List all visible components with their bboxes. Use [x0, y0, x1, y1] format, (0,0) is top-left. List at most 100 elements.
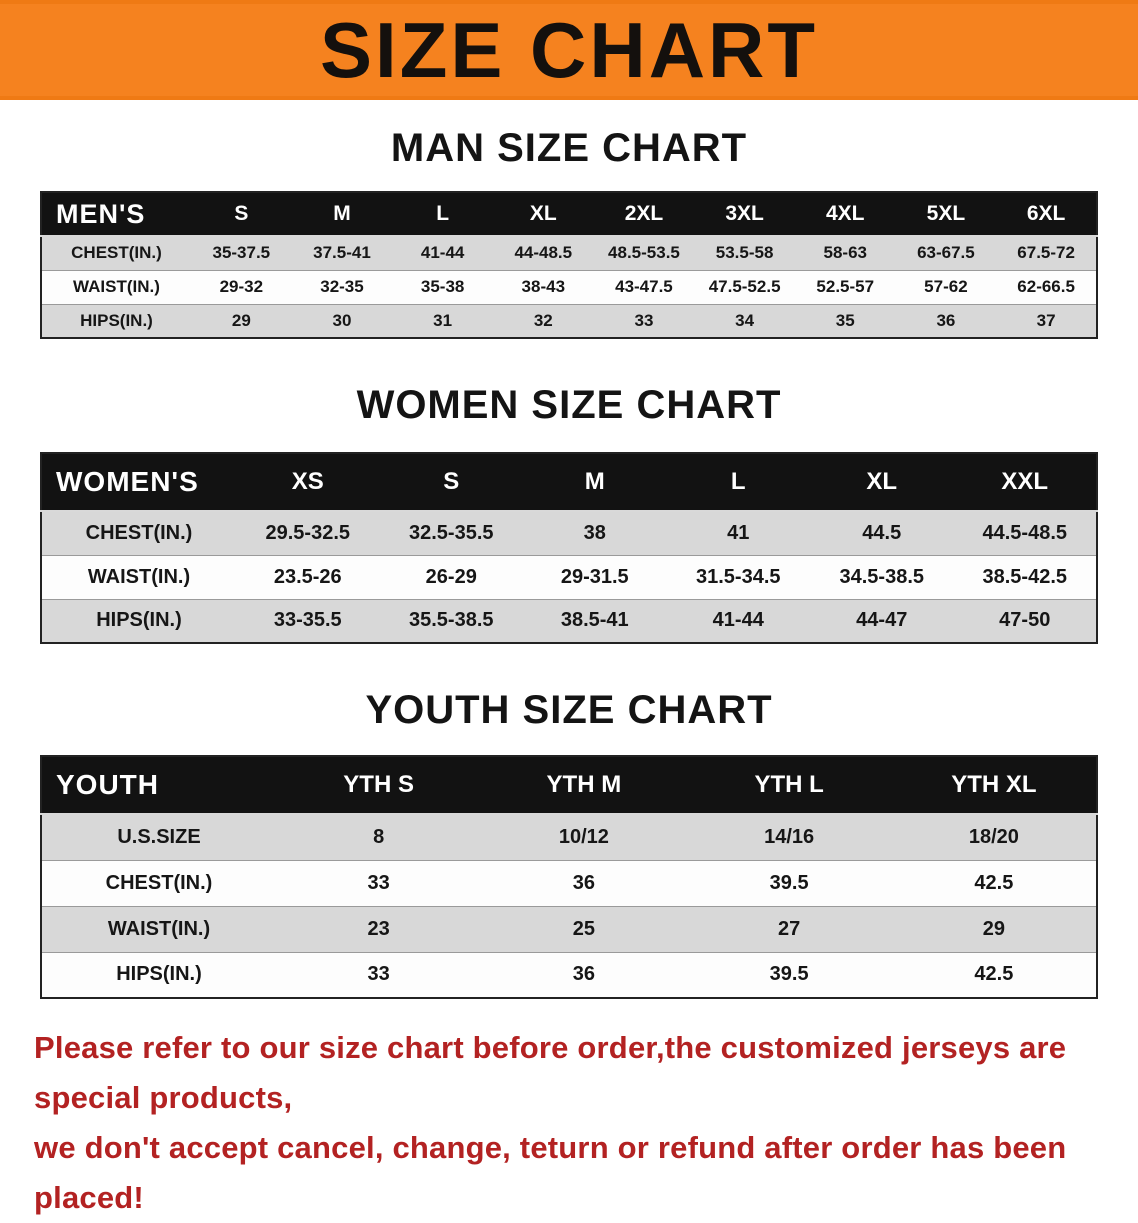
size-value-cell: 57-62	[895, 269, 997, 304]
women-size-section: WOMEN SIZE CHART WOMEN'S XS S M L XL XXL CHEST(…	[0, 383, 1138, 644]
size-value-cell: 32.5-35.5	[379, 510, 523, 555]
size-value-cell: 35-38	[392, 269, 493, 304]
size-column-header: M	[523, 453, 667, 512]
size-value-cell: 32	[492, 303, 594, 338]
size-value-cell: 31.5-34.5	[666, 554, 810, 599]
table-row: CHEST(IN.) 33 36 39.5 42.5	[41, 859, 1097, 906]
size-value-cell: 41-44	[666, 598, 810, 643]
men-size-table: MEN'S S M L XL 2XL 3XL 4XL 5XL 6XL CHEST(IN.) 35-37…	[40, 191, 1098, 339]
size-value-cell: 43-47.5	[593, 269, 695, 304]
size-value-cell: 18/20	[891, 813, 1097, 860]
size-value-cell: 10/12	[481, 813, 687, 860]
table-header-row: WOMEN'S XS S M L XL XXL	[41, 453, 1097, 512]
size-value-cell: 30	[291, 303, 393, 338]
size-column-header: XL	[810, 453, 954, 512]
youth-size-section: YOUTH SIZE CHART YOUTH YTH S YTH M YTH L YTH…	[0, 688, 1138, 999]
youth-section-heading: YOUTH SIZE CHART	[365, 688, 773, 732]
table-row: WAIST(IN.) 23 25 27 29	[41, 905, 1097, 952]
size-column-header: S	[379, 453, 523, 512]
women-section-heading: WOMEN SIZE CHART	[356, 383, 782, 427]
size-column-header: 3XL	[694, 192, 795, 237]
table-header-row: MEN'S S M L XL 2XL 3XL 4XL 5XL 6XL	[41, 192, 1097, 237]
size-value-cell: 47-50	[953, 598, 1097, 643]
women-size-table: WOMEN'S XS S M L XL XXL CHEST(IN.) 29.5-32.5 32.5…	[40, 452, 1098, 644]
size-value-cell: 44.5-48.5	[953, 510, 1097, 555]
size-value-cell: 52.5-57	[794, 269, 896, 304]
size-value-cell: 27	[686, 905, 892, 952]
size-value-cell: 63-67.5	[895, 235, 997, 270]
table-row: HIPS(IN.) 33-35.5 35.5-38.5 38.5-41 41-44 44-…	[41, 598, 1097, 643]
size-value-cell: 41	[666, 510, 810, 555]
size-column-header: L	[392, 192, 493, 237]
size-value-cell: 67.5-72	[996, 235, 1097, 270]
table-header-row: YOUTH YTH S YTH M YTH L YTH XL	[41, 756, 1097, 815]
size-value-cell: 33	[593, 303, 695, 338]
youth-size-table: YOUTH YTH S YTH M YTH L YTH XL U.S.SIZE 8 10/12…	[40, 755, 1098, 999]
size-value-cell: 44-47	[810, 598, 954, 643]
size-value-cell: 32-35	[291, 269, 393, 304]
size-value-cell: 33	[276, 859, 482, 906]
size-value-cell: 34	[694, 303, 795, 338]
page-title: SIZE CHART	[320, 6, 818, 94]
size-value-cell: 36	[895, 303, 997, 338]
size-column-header: 5XL	[895, 192, 997, 237]
size-column-header: 4XL	[794, 192, 896, 237]
size-value-cell: 53.5-58	[694, 235, 795, 270]
size-value-cell: 25	[481, 905, 687, 952]
size-value-cell: 41-44	[392, 235, 493, 270]
row-label-cell: CHEST(IN.)	[41, 859, 276, 906]
row-label-cell: U.S.SIZE	[41, 813, 276, 860]
disclaimer-line-1: Please refer to our size chart before or…	[34, 1030, 1067, 1115]
row-label-cell: WAIST(IN.)	[41, 269, 191, 304]
size-value-cell: 14/16	[686, 813, 892, 860]
size-value-cell: 33-35.5	[236, 598, 380, 643]
size-column-header: XL	[492, 192, 594, 237]
size-value-cell: 44-48.5	[492, 235, 594, 270]
size-value-cell: 23.5-26	[236, 554, 380, 599]
size-value-cell: 37	[996, 303, 1097, 338]
size-value-cell: 39.5	[686, 859, 892, 906]
size-value-cell: 37.5-41	[291, 235, 393, 270]
size-column-header: XS	[236, 453, 380, 512]
row-label-cell: HIPS(IN.)	[41, 303, 191, 338]
size-value-cell: 35.5-38.5	[379, 598, 523, 643]
size-value-cell: 35-37.5	[191, 235, 292, 270]
table-row: CHEST(IN.) 35-37.5 37.5-41 41-44 44-48.5 48.5…	[41, 235, 1097, 270]
size-column-header: 2XL	[593, 192, 695, 237]
table-title-cell: WOMEN'S	[41, 453, 236, 512]
table-row: WAIST(IN.) 29-32 32-35 35-38 38-43 43-47.5 47.…	[41, 269, 1097, 304]
row-label-cell: WAIST(IN.)	[41, 554, 236, 599]
size-value-cell: 29-31.5	[523, 554, 667, 599]
row-label-cell: HIPS(IN.)	[41, 951, 276, 998]
size-value-cell: 38.5-42.5	[953, 554, 1097, 599]
size-value-cell: 42.5	[891, 951, 1097, 998]
size-value-cell: 29	[891, 905, 1097, 952]
size-value-cell: 39.5	[686, 951, 892, 998]
size-value-cell: 34.5-38.5	[810, 554, 954, 599]
size-value-cell: 29.5-32.5	[236, 510, 380, 555]
men-section-heading: MAN SIZE CHART	[390, 126, 748, 170]
size-value-cell: 29	[191, 303, 292, 338]
table-row: WAIST(IN.) 23.5-26 26-29 29-31.5 31.5-34.5 34…	[41, 554, 1097, 599]
size-value-cell: 36	[481, 951, 687, 998]
size-value-cell: 38-43	[492, 269, 594, 304]
size-value-cell: 48.5-53.5	[593, 235, 695, 270]
size-value-cell: 42.5	[891, 859, 1097, 906]
table-row: U.S.SIZE 8 10/12 14/16 18/20	[41, 813, 1097, 860]
disclaimer-line-2: we don't accept cancel, change, teturn o…	[34, 1130, 1067, 1215]
size-value-cell: 47.5-52.5	[694, 269, 795, 304]
size-column-header: 6XL	[996, 192, 1097, 237]
size-value-cell: 33	[276, 951, 482, 998]
table-row: HIPS(IN.) 33 36 39.5 42.5	[41, 951, 1097, 998]
size-column-header: M	[291, 192, 393, 237]
size-value-cell: 44.5	[810, 510, 954, 555]
size-column-header: YTH M	[481, 756, 687, 815]
size-value-cell: 29-32	[191, 269, 292, 304]
row-label-cell: HIPS(IN.)	[41, 598, 236, 643]
size-value-cell: 35	[794, 303, 896, 338]
men-size-section: MAN SIZE CHART MEN'S S M L XL 2XL 3XL 4XL 5XL 6XL…	[0, 126, 1138, 339]
size-value-cell: 36	[481, 859, 687, 906]
table-row: HIPS(IN.) 29 30 31 32 33 34 35 36 37	[41, 303, 1097, 338]
title-banner: SIZE CHART	[0, 0, 1138, 100]
